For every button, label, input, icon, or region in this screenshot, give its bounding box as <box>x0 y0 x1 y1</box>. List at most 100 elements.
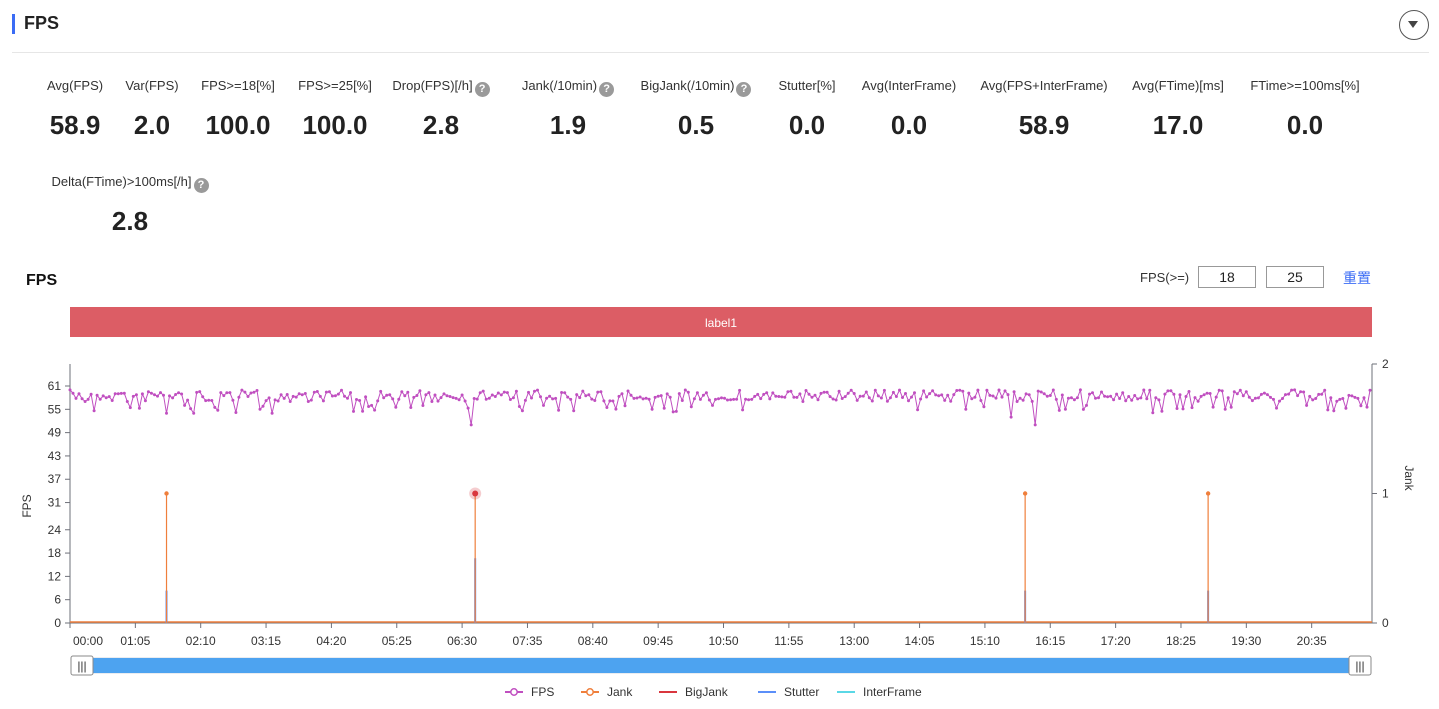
chevron-down-icon <box>1408 21 1418 28</box>
fps-point <box>454 396 458 400</box>
fps-point <box>472 397 476 400</box>
metric-label: FTime>=100ms[%] <box>1250 78 1360 93</box>
fps-point <box>976 388 980 392</box>
fps-point <box>602 399 606 403</box>
fps-point <box>825 390 829 394</box>
fps-point <box>1187 390 1191 393</box>
fps-point <box>385 393 389 397</box>
fps-point <box>1133 394 1137 397</box>
fps-point <box>1368 388 1372 392</box>
legend-swatch-marker <box>586 688 594 696</box>
fps-point <box>575 393 579 397</box>
fps-point <box>333 394 337 398</box>
fps-point <box>367 405 371 408</box>
collapse-button[interactable] <box>1399 10 1429 40</box>
fps-point <box>270 411 274 415</box>
fps-point <box>189 407 193 411</box>
metric-avg-ftime: Avg(FTime)[ms] 17.0 <box>1129 76 1227 141</box>
slider-handle-left[interactable] <box>70 655 94 676</box>
fps-point <box>505 391 509 395</box>
fps-point <box>961 389 965 393</box>
fps-point <box>1338 397 1342 401</box>
fps-point <box>146 390 150 394</box>
metric-label-text: Jank(/10min) <box>521 78 598 93</box>
y-left-tick-label: 61 <box>48 379 62 393</box>
fps-point <box>71 391 75 395</box>
fps-threshold-input-1[interactable] <box>1198 266 1256 288</box>
fps-point <box>759 397 763 401</box>
fps-point <box>997 388 1001 392</box>
fps-point <box>1347 393 1351 397</box>
fps-point <box>819 391 823 395</box>
label-band[interactable] <box>70 307 1372 337</box>
help-icon[interactable]: ? <box>474 82 490 97</box>
fps-point <box>1305 403 1309 407</box>
fps-point <box>1172 392 1176 396</box>
fps-point <box>1091 391 1094 395</box>
fps-point <box>1139 396 1143 400</box>
fps-point <box>107 395 111 399</box>
metric-fps-25: FPS>=25[%] 100.0 <box>296 76 374 141</box>
fps-point <box>403 394 407 398</box>
fps-point <box>665 392 669 396</box>
fps-point <box>1078 388 1082 392</box>
fps-point <box>644 396 648 400</box>
fps-point <box>1196 399 1200 403</box>
reset-link[interactable]: 重置 <box>1343 270 1371 286</box>
fps-point <box>128 406 132 410</box>
fps-point <box>647 397 651 401</box>
fps-point <box>116 392 120 396</box>
fps-point <box>352 409 355 413</box>
fps-point <box>608 399 612 403</box>
fps-point <box>994 396 998 400</box>
fps-point <box>837 389 841 393</box>
x-tick-label: 04:20 <box>316 634 346 648</box>
slider-handle-right[interactable] <box>1348 655 1372 676</box>
legend-item-bigjank[interactable]: BigJank <box>659 685 729 699</box>
fps-point <box>68 388 72 392</box>
fps-point <box>279 393 283 397</box>
help-icon[interactable]: ? <box>193 178 209 193</box>
fps-point <box>330 394 334 398</box>
fps-point <box>548 394 552 398</box>
fps-point <box>1281 397 1284 400</box>
fps-point <box>1175 407 1179 410</box>
fps-point <box>1259 392 1263 396</box>
fps-point <box>810 395 814 399</box>
metric-value: 58.9 <box>49 110 101 140</box>
fps-point <box>1293 388 1297 392</box>
fps-point <box>460 393 464 397</box>
fps-point <box>131 394 135 398</box>
fps-point <box>732 397 736 401</box>
fps-point <box>741 408 745 412</box>
legend-item-stutter[interactable]: Stutter <box>758 685 819 699</box>
fps-point <box>288 400 292 403</box>
fps-point <box>1238 388 1242 392</box>
legend-item-fps[interactable]: FPS <box>505 685 554 699</box>
help-icon[interactable]: ? <box>599 82 615 97</box>
legend-item-interframe[interactable]: InterFrame <box>837 685 922 699</box>
fps-point <box>563 391 567 395</box>
x-tick-label: 17:20 <box>1101 634 1131 648</box>
fps-point <box>789 389 793 393</box>
fps-point <box>168 394 171 398</box>
fps-point <box>958 388 962 392</box>
fps-point <box>427 391 431 395</box>
metric-label-text: Delta(FTime)>100ms[/h] <box>51 174 192 189</box>
fps-threshold-input-2[interactable] <box>1266 266 1324 288</box>
legend-item-jank[interactable]: Jank <box>581 685 633 699</box>
fps-point <box>964 407 968 411</box>
fps-point <box>294 395 298 399</box>
help-icon[interactable]: ? <box>736 82 752 97</box>
time-range-slider[interactable]: ||| ||| <box>70 655 1372 676</box>
fps-point <box>1226 396 1230 400</box>
metric-value: 2.8 <box>422 110 460 140</box>
fps-point <box>391 397 395 401</box>
chart-legend[interactable]: FPS Jank BigJank Stutter InterFrame <box>505 685 922 699</box>
fps-point <box>807 392 811 396</box>
x-tick-label: 02:10 <box>186 634 216 648</box>
fps-point <box>771 391 775 395</box>
fps-point <box>1151 411 1155 415</box>
fps-point <box>364 395 368 399</box>
